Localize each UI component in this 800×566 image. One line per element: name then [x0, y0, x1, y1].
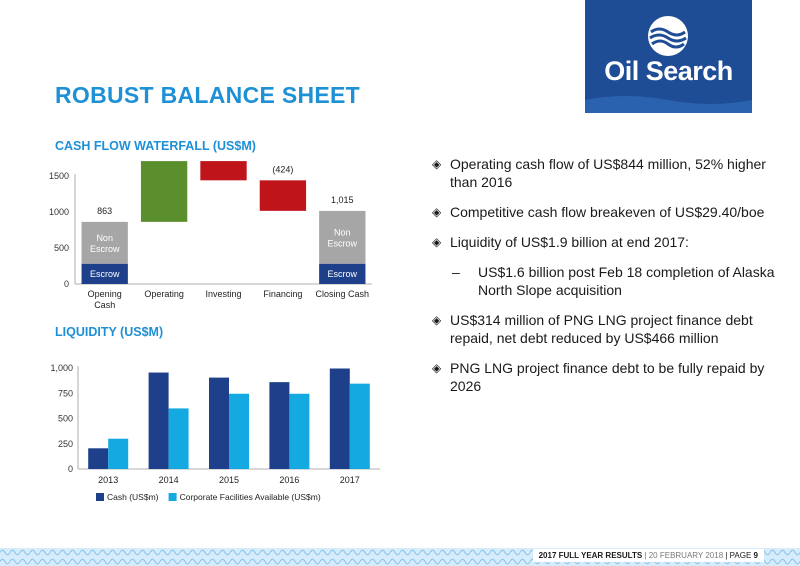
- bullet-item: ◈ Operating cash flow of US$844 million, …: [432, 156, 766, 190]
- escrow-label: Escrow: [90, 269, 120, 279]
- waterfall-bar-decrease: [259, 180, 307, 211]
- x-tick-label: 2015: [219, 475, 239, 485]
- non-escrow-label: Non: [334, 227, 351, 237]
- y-tick-label: 0: [64, 279, 69, 289]
- x-tick-label: Cash: [94, 300, 115, 310]
- footer-page-label: | PAGE: [725, 551, 752, 560]
- diamond-bullet-icon: ◈: [432, 235, 442, 249]
- bullet-item: ◈ Competitive cash flow breakeven of US$2…: [432, 204, 765, 220]
- waterfall-bar-escrow: [81, 263, 128, 284]
- cash-flow-waterfall-chart: 050010001500NonEscrowEscrow863OpeningCas…: [49, 161, 372, 310]
- y-tick-label: 1500: [49, 171, 69, 181]
- waterfall-bar-non-escrow: [319, 210, 366, 264]
- dash-bullet-icon: –: [452, 264, 460, 280]
- liquidity-bar: [209, 377, 229, 469]
- liquidity-bar: [168, 408, 189, 469]
- cash-flow-title: CASH FLOW WATERFALL (US$M): [55, 139, 256, 153]
- legend-swatch: [168, 493, 177, 501]
- liquidity-chart: 0 250 500 750 1,000 2013 2014 2015 2016 2017 Cash …: [50, 363, 380, 502]
- x-tick-label: Financing: [263, 289, 302, 299]
- logo-emblem-icon: [585, 16, 752, 113]
- non-escrow-label: Escrow: [328, 238, 358, 248]
- liquidity-bar: [108, 438, 129, 469]
- non-escrow-label: Escrow: [90, 244, 120, 254]
- diamond-bullet-icon: ◈: [432, 205, 442, 219]
- y-tick-label: 1000: [49, 207, 69, 217]
- liquidity-bar: [269, 382, 290, 469]
- bullet-item: ◈ Liquidity of US$1.9 billion at end 2017…: [432, 234, 689, 250]
- x-tick-label: Opening: [88, 289, 122, 299]
- y-tick-label: 0: [68, 464, 73, 474]
- liquidity-bar: [289, 393, 310, 469]
- escrow-label: Escrow: [328, 269, 358, 279]
- x-tick-label: 2017: [340, 475, 360, 485]
- footer-event: 2017 FULL YEAR RESULTS: [538, 551, 643, 560]
- non-escrow-label: Non: [96, 233, 113, 243]
- diamond-bullet-icon: ◈: [432, 361, 442, 375]
- x-tick-label: Investing: [205, 289, 241, 299]
- data-label: 863: [97, 206, 112, 216]
- liquidity-bar: [229, 393, 249, 469]
- footer-label: 2017 FULL YEAR RESULTS | 20 FEBRUARY 201…: [532, 549, 764, 562]
- bullet-item: ◈ US$314 million of PNG LNG project finan…: [432, 312, 753, 346]
- waterfall-bar-decrease: [200, 161, 247, 181]
- waterfall-bar-increase: [140, 161, 188, 222]
- x-tick-label: 2013: [98, 475, 118, 485]
- waterfall-bar-escrow: [319, 263, 366, 284]
- legend-swatch: [96, 493, 104, 501]
- bullet-item: ◈ PNG LNG project finance debt to be full…: [432, 360, 765, 394]
- liquidity-title: LIQUIDITY (US$M): [55, 325, 164, 339]
- key-points-list: ◈ Operating cash flow of US$844 million, …: [432, 155, 777, 407]
- x-tick-label: Closing Cash: [316, 289, 370, 299]
- sub-bullet-item: – US$1.6 billion post Feb 18 completion o…: [452, 264, 775, 298]
- y-tick-label: 1,000: [50, 363, 73, 373]
- page-title: ROBUST BALANCE SHEET: [55, 82, 361, 108]
- data-label: 1,015: [331, 195, 354, 205]
- diamond-bullet-icon: ◈: [432, 157, 442, 171]
- footer-page-number: 9: [753, 551, 758, 560]
- legend-label: Corporate Facilities Available (US$m): [180, 492, 321, 502]
- liquidity-bar: [329, 368, 350, 469]
- oil-search-logo: Oil Search: [585, 0, 752, 113]
- y-tick-label: 750: [58, 388, 73, 398]
- y-tick-label: 250: [58, 439, 73, 449]
- y-tick-label: 500: [58, 414, 73, 424]
- diamond-bullet-icon: ◈: [432, 313, 442, 327]
- x-tick-label: 2014: [159, 475, 179, 485]
- x-tick-label: Operating: [144, 289, 184, 299]
- legend-label: Cash (US$m): [107, 492, 159, 502]
- footer-date: | 20 FEBRUARY 2018: [644, 551, 724, 560]
- waterfall-bar-non-escrow: [81, 221, 128, 264]
- logo-wordmark: Oil Search: [604, 56, 733, 86]
- x-tick-label: 2016: [279, 475, 299, 485]
- y-tick-label: 500: [54, 243, 69, 253]
- liquidity-bar: [349, 383, 370, 469]
- data-label: (424): [272, 164, 293, 174]
- liquidity-bar: [88, 448, 109, 469]
- liquidity-bar: [148, 372, 169, 469]
